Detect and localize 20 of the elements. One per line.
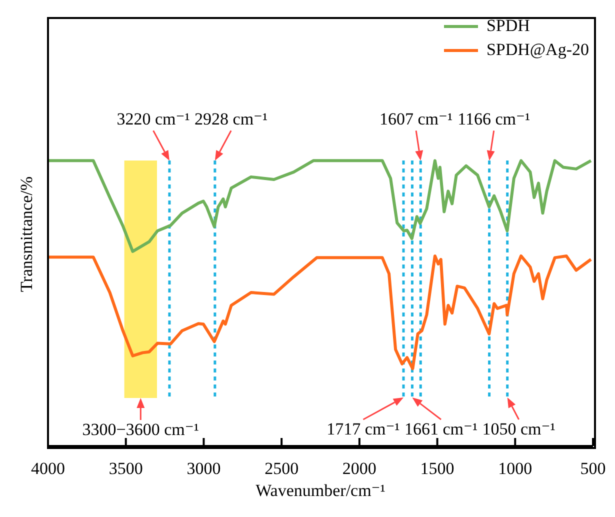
band-label: 3300−3600 cm⁻¹ — [82, 420, 199, 439]
x-tick-label: 1000 — [498, 459, 532, 478]
x-tick-label: 3500 — [108, 459, 143, 478]
annotation: 3220 cm⁻¹ — [116, 110, 190, 129]
x-tick-label: 500 — [580, 459, 606, 478]
legend-label: SPDH@Ag-20 — [486, 39, 589, 61]
annotation: 1050 cm⁻¹ — [482, 419, 556, 438]
annotation: 1717 cm⁻¹ — [326, 419, 400, 438]
x-axis-title: Wavenumber/cm⁻¹ — [256, 481, 386, 500]
x-tick-label: 2000 — [342, 459, 376, 478]
annotation: 1607 cm⁻¹ — [380, 110, 453, 129]
x-tick-label: 1500 — [420, 459, 454, 478]
annotation: 2928 cm⁻¹ — [194, 110, 268, 129]
legend-label: SPDH — [486, 15, 530, 37]
y-axis-title: Transmittance/% — [17, 176, 36, 292]
x-tick-label: 2500 — [264, 459, 299, 478]
x-tick-label: 4000 — [31, 459, 65, 478]
annotation: 1661 cm⁻¹ — [404, 419, 478, 438]
annotation: 1166 cm⁻¹ — [458, 110, 530, 129]
x-tick-label: 3000 — [186, 459, 221, 478]
